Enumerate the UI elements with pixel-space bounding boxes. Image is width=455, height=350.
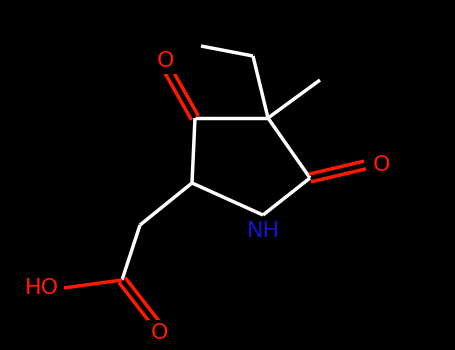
Text: NH: NH xyxy=(247,221,279,241)
Text: O: O xyxy=(150,323,168,343)
Text: HO: HO xyxy=(25,278,59,298)
Text: O: O xyxy=(156,51,174,71)
Text: O: O xyxy=(373,155,390,175)
